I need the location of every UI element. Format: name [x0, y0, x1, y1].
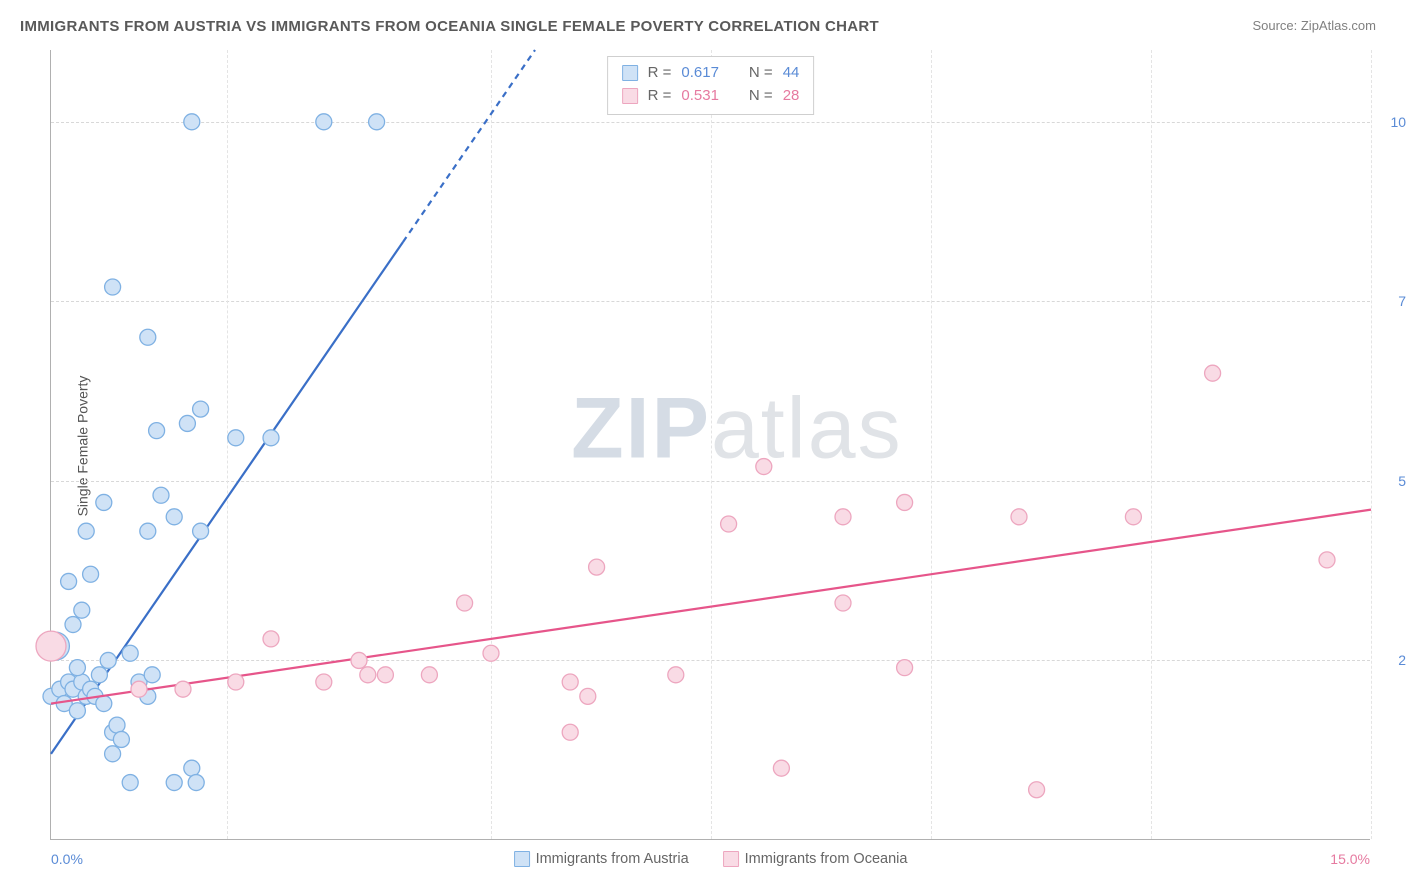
point-austria: [74, 602, 90, 618]
point-austria: [113, 731, 129, 747]
point-austria: [166, 775, 182, 791]
point-oceania: [377, 667, 393, 683]
point-austria: [91, 667, 107, 683]
point-austria: [140, 329, 156, 345]
y-tick: 25.0%: [1398, 652, 1406, 668]
x-tick-min: 0.0%: [51, 851, 83, 867]
point-oceania: [897, 494, 913, 510]
point-austria: [122, 645, 138, 661]
point-austria: [316, 114, 332, 130]
point-oceania: [897, 660, 913, 676]
point-austria: [83, 566, 99, 582]
point-oceania: [773, 760, 789, 776]
point-oceania: [483, 645, 499, 661]
legend-label-oceania: Immigrants from Oceania: [745, 851, 908, 867]
point-austria: [105, 746, 121, 762]
point-austria: [144, 667, 160, 683]
point-oceania: [562, 674, 578, 690]
trend-line-austria: [403, 50, 535, 242]
point-austria: [263, 430, 279, 446]
point-oceania: [1125, 509, 1141, 525]
chart-title: IMMIGRANTS FROM AUSTRIA VS IMMIGRANTS FR…: [20, 18, 879, 35]
point-oceania: [360, 667, 376, 683]
point-austria: [193, 401, 209, 417]
point-oceania: [263, 631, 279, 647]
point-austria: [193, 523, 209, 539]
point-oceania: [721, 516, 737, 532]
source-credit: Source: ZipAtlas.com: [1252, 18, 1376, 33]
point-oceania: [1011, 509, 1027, 525]
point-oceania: [131, 681, 147, 697]
point-austria: [228, 430, 244, 446]
point-oceania: [421, 667, 437, 683]
point-oceania: [175, 681, 191, 697]
point-oceania: [589, 559, 605, 575]
point-austria: [184, 114, 200, 130]
point-austria: [100, 652, 116, 668]
legend-label-austria: Immigrants from Austria: [536, 851, 689, 867]
point-austria: [61, 573, 77, 589]
legend-item-oceania: Immigrants from Oceania: [723, 851, 908, 867]
point-oceania: [756, 459, 772, 475]
point-oceania: [580, 688, 596, 704]
point-austria: [140, 523, 156, 539]
point-austria: [69, 660, 85, 676]
point-austria: [166, 509, 182, 525]
y-tick: 75.0%: [1398, 293, 1406, 309]
point-oceania: [351, 652, 367, 668]
point-oceania: [457, 595, 473, 611]
x-tick-max: 15.0%: [1330, 851, 1370, 867]
point-austria: [188, 775, 204, 791]
vgridline: [1371, 50, 1372, 839]
point-oceania: [1319, 552, 1335, 568]
trend-line-oceania: [51, 510, 1371, 704]
source-link[interactable]: ZipAtlas.com: [1301, 18, 1376, 33]
y-tick: 50.0%: [1398, 473, 1406, 489]
point-oceania: [835, 509, 851, 525]
point-austria: [369, 114, 385, 130]
point-austria: [122, 775, 138, 791]
point-oceania: [228, 674, 244, 690]
point-austria: [149, 423, 165, 439]
point-austria: [78, 523, 94, 539]
point-austria: [109, 717, 125, 733]
point-austria: [105, 279, 121, 295]
legend-swatch-oceania: [723, 851, 739, 867]
point-austria: [96, 494, 112, 510]
point-austria: [65, 617, 81, 633]
point-austria: [153, 487, 169, 503]
y-tick: 100.0%: [1391, 114, 1406, 130]
point-oceania: [1205, 365, 1221, 381]
point-austria: [69, 703, 85, 719]
source-prefix: Source:: [1252, 18, 1300, 33]
point-oceania: [316, 674, 332, 690]
point-austria: [184, 760, 200, 776]
legend-item-austria: Immigrants from Austria: [514, 851, 689, 867]
point-austria: [96, 696, 112, 712]
point-oceania: [36, 631, 66, 661]
point-oceania: [835, 595, 851, 611]
chart-svg: [51, 50, 1370, 839]
point-oceania: [1029, 782, 1045, 798]
point-oceania: [562, 724, 578, 740]
point-austria: [179, 415, 195, 431]
plot-area: ZIPatlas 25.0%50.0%75.0%100.0% R = 0.617…: [50, 50, 1370, 840]
point-oceania: [668, 667, 684, 683]
legend: Immigrants from Austria Immigrants from …: [514, 851, 908, 867]
legend-swatch-austria: [514, 851, 530, 867]
